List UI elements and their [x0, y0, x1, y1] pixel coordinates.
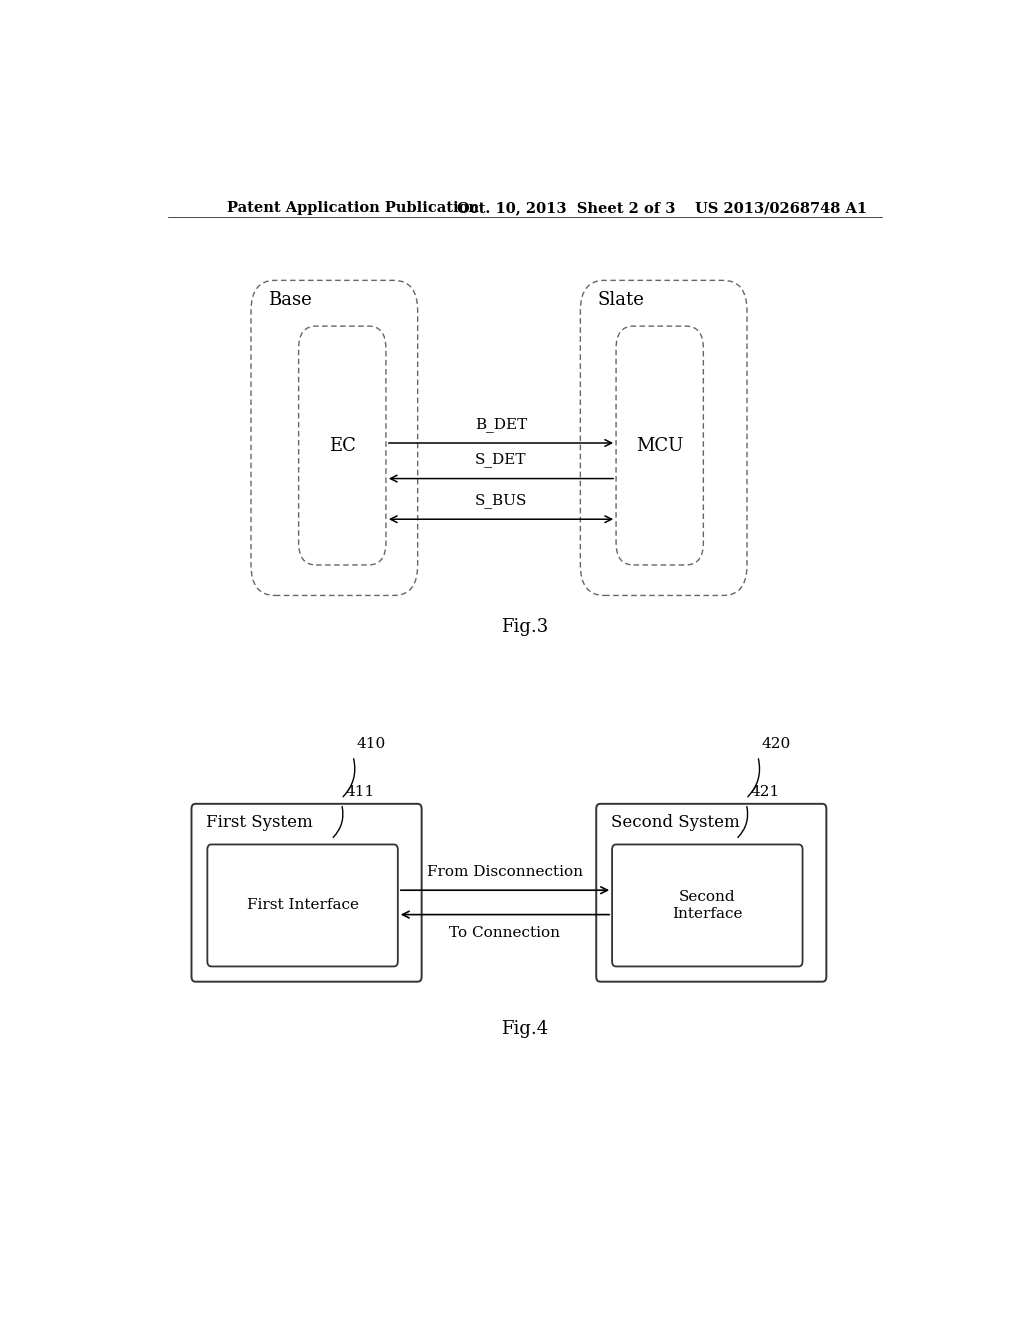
Text: S_BUS: S_BUS — [475, 494, 527, 508]
FancyBboxPatch shape — [191, 804, 422, 982]
Text: S_DET: S_DET — [475, 453, 526, 467]
Text: Fig.3: Fig.3 — [501, 618, 549, 636]
Text: Second
Interface: Second Interface — [672, 891, 742, 920]
Text: 411: 411 — [345, 784, 375, 799]
FancyBboxPatch shape — [612, 845, 803, 966]
Text: MCU: MCU — [636, 437, 683, 454]
Text: Fig.4: Fig.4 — [501, 1020, 549, 1039]
FancyBboxPatch shape — [596, 804, 826, 982]
Text: B_DET: B_DET — [475, 417, 527, 432]
Text: Base: Base — [268, 290, 312, 309]
Text: EC: EC — [329, 437, 355, 454]
FancyBboxPatch shape — [616, 326, 703, 565]
Text: 420: 420 — [762, 737, 791, 751]
Text: First System: First System — [206, 814, 312, 832]
Text: Patent Application Publication: Patent Application Publication — [227, 201, 479, 215]
FancyBboxPatch shape — [299, 326, 386, 565]
Text: To Connection: To Connection — [450, 925, 560, 940]
Text: From Disconnection: From Disconnection — [427, 865, 583, 879]
FancyBboxPatch shape — [251, 280, 418, 595]
Text: Slate: Slate — [598, 290, 645, 309]
FancyBboxPatch shape — [581, 280, 746, 595]
Text: 421: 421 — [751, 784, 779, 799]
Text: US 2013/0268748 A1: US 2013/0268748 A1 — [695, 201, 867, 215]
FancyBboxPatch shape — [207, 845, 397, 966]
Text: Second System: Second System — [610, 814, 739, 832]
Text: 410: 410 — [357, 737, 386, 751]
Text: First Interface: First Interface — [247, 899, 358, 912]
Text: Oct. 10, 2013  Sheet 2 of 3: Oct. 10, 2013 Sheet 2 of 3 — [458, 201, 676, 215]
